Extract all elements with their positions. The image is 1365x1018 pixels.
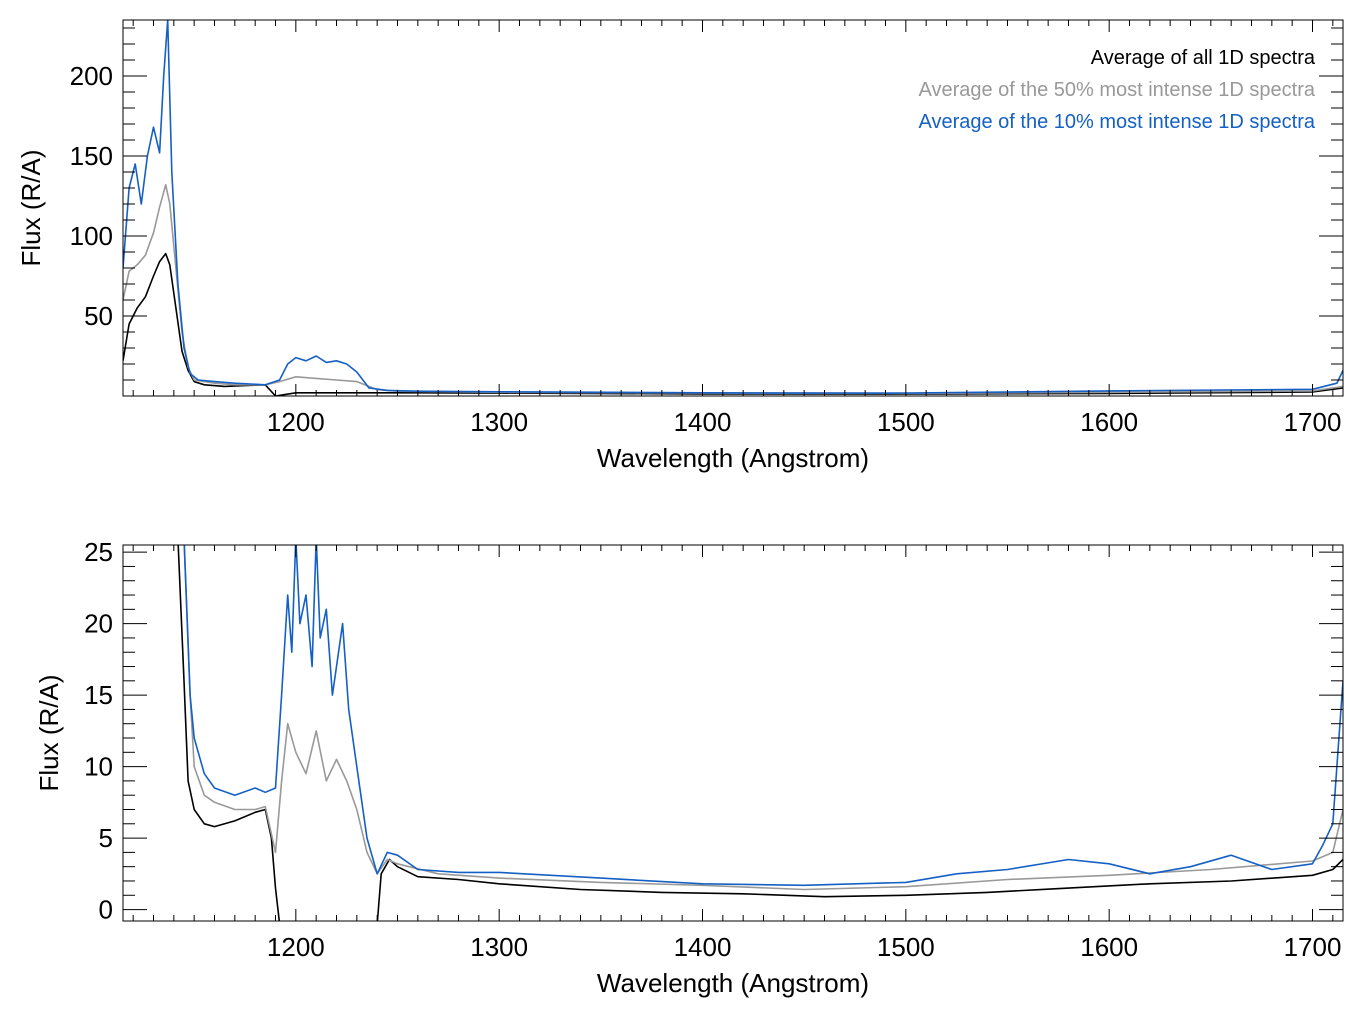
top-x-tick-label: 1600 bbox=[1080, 407, 1138, 437]
top-x-tick-label: 1300 bbox=[470, 407, 528, 437]
bottom-x-tick-label: 1500 bbox=[877, 932, 935, 962]
top-series-1-line bbox=[123, 184, 1343, 395]
top-x-tick-label: 1500 bbox=[877, 407, 935, 437]
bottom-x-tick-label: 1300 bbox=[470, 932, 528, 962]
top-plot-frame bbox=[122, 19, 1344, 397]
top-panel: 1200 1300 1400 1500 1600 1700 50 100 150 200 Wavel… bbox=[16, 19, 1344, 473]
legend-entry-all-spectra: Average of all 1D spectra bbox=[1091, 47, 1316, 69]
top-series-0-line bbox=[123, 252, 1343, 396]
top-x-axis-label: Wavelength (Angstrom) bbox=[597, 443, 869, 473]
bottom-x-tick-label: 1200 bbox=[267, 932, 325, 962]
bottom-plot-frame bbox=[122, 544, 1344, 922]
top-y-tick-label: 200 bbox=[70, 61, 113, 91]
bottom-series-2-line bbox=[183, 545, 1343, 887]
top-x-tick-label: 1200 bbox=[267, 407, 325, 437]
top-y-tick-label: 100 bbox=[70, 221, 113, 251]
bottom-panel: 1200 1300 1400 1500 1600 1700 0 5 10 15 20 25 Wavele… bbox=[34, 537, 1344, 998]
bottom-series-1-line bbox=[183, 545, 1343, 891]
top-y-tick-label: 50 bbox=[84, 301, 113, 331]
bottom-y-tick-label: 5 bbox=[99, 823, 113, 853]
bottom-y-tick-label: 0 bbox=[99, 895, 113, 925]
bottom-x-tick-label: 1700 bbox=[1284, 932, 1342, 962]
bottom-y-tick-label: 25 bbox=[84, 537, 113, 567]
legend-entry-50-percent: Average of the 50% most intense 1D spect… bbox=[918, 79, 1315, 101]
top-x-tick-label: 1700 bbox=[1284, 407, 1342, 437]
legend: Average of all 1D spectra Average of the… bbox=[918, 47, 1315, 133]
bottom-series-0-line bbox=[177, 545, 1343, 921]
bottom-x-axis-label: Wavelength (Angstrom) bbox=[597, 968, 869, 998]
top-series-2-line bbox=[123, 20, 1343, 394]
bottom-y-tick-label: 10 bbox=[84, 752, 113, 782]
bottom-y-tick-label: 15 bbox=[84, 680, 113, 710]
legend-entry-10-percent: Average of the 10% most intense 1D spect… bbox=[918, 111, 1315, 133]
top-y-tick-label: 150 bbox=[70, 141, 113, 171]
top-y-axis-label: Flux (R/A) bbox=[16, 150, 46, 267]
bottom-x-tick-label: 1400 bbox=[674, 932, 732, 962]
bottom-y-tick-label: 20 bbox=[84, 609, 113, 639]
bottom-y-axis-label: Flux (R/A) bbox=[34, 675, 64, 792]
bottom-x-tick-label: 1600 bbox=[1080, 932, 1138, 962]
top-x-tick-label: 1400 bbox=[674, 407, 732, 437]
